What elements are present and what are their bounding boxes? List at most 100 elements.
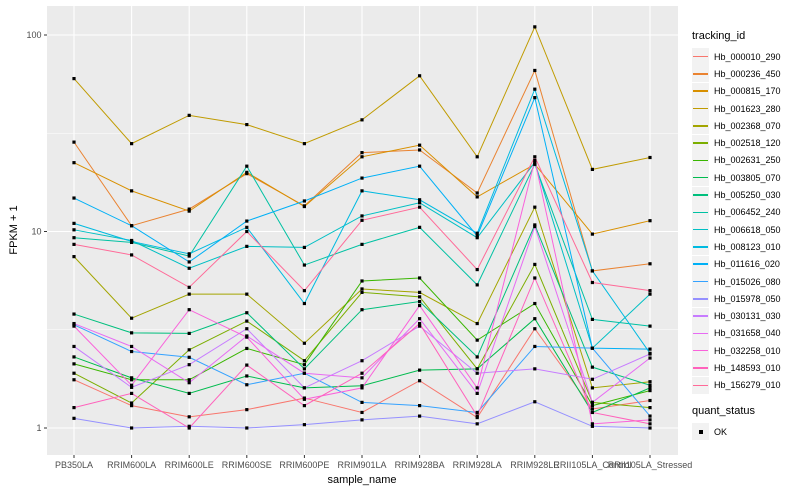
- line-swatch-icon: [692, 221, 709, 239]
- line-swatch-icon: [692, 376, 709, 394]
- data-point: [418, 303, 422, 308]
- axis-ticks: [44, 34, 651, 458]
- data-point: [245, 319, 249, 323]
- data-point: [245, 335, 249, 339]
- data-point: [245, 363, 249, 367]
- data-point: [475, 155, 479, 159]
- data-point: [418, 414, 422, 418]
- data-point: [72, 371, 76, 375]
- legend-panel: tracking_id Hb_000010_290 Hb_000236_450 Hb…: [692, 30, 798, 441]
- legend-item-Hb_015026_080: Hb_015026_080: [692, 273, 798, 290]
- data-points: [72, 25, 652, 430]
- legend-item-Hb_002518_120: Hb_002518_120: [692, 134, 798, 152]
- data-point: [302, 199, 306, 203]
- data-point: [648, 398, 652, 403]
- data-point: [475, 338, 479, 342]
- data-point: [533, 317, 537, 321]
- legend-label: Hb_030131_030: [714, 311, 781, 322]
- data-point: [590, 317, 594, 322]
- data-point: [533, 162, 537, 166]
- data-point: [648, 155, 652, 160]
- data-point: [187, 415, 191, 419]
- line-swatch-icon: [692, 186, 709, 204]
- data-point: [475, 283, 479, 287]
- data-point: [187, 285, 191, 289]
- line-swatch-icon: [692, 117, 709, 135]
- data-point: [590, 346, 594, 350]
- legend-item-Hb_000236_450: Hb_000236_450: [692, 65, 798, 83]
- data-point: [590, 407, 594, 411]
- x-tick-label: RRII105LA_Stressed: [608, 460, 693, 470]
- legend-label: Hb_031658_040: [714, 328, 781, 339]
- data-point: [245, 327, 249, 331]
- y-axis-title: FPKM + 1: [8, 205, 20, 255]
- data-point: [418, 317, 422, 321]
- data-point: [590, 269, 594, 273]
- data-point: [648, 289, 652, 293]
- data-point: [533, 344, 537, 349]
- data-point: [72, 416, 76, 420]
- data-point: [245, 311, 249, 315]
- data-point: [360, 118, 364, 122]
- legend-item-Hb_156279_010: Hb_156279_010: [692, 376, 798, 394]
- data-point: [130, 344, 134, 349]
- data-point: [187, 266, 191, 270]
- legend-item-Hb_005250_030: Hb_005250_030: [692, 186, 798, 204]
- data-point: [130, 331, 134, 335]
- data-point: [302, 371, 306, 375]
- data-point: [590, 386, 594, 390]
- data-point: [245, 426, 249, 430]
- data-point: [533, 25, 537, 29]
- x-tick-label: RRIM600LA: [107, 460, 156, 470]
- data-point: [187, 292, 191, 296]
- x-tick-label: RRIM600LE: [165, 460, 214, 470]
- data-point: [648, 219, 652, 223]
- y-tick-label: 10: [31, 227, 41, 237]
- data-point: [72, 161, 76, 165]
- data-point: [475, 355, 479, 359]
- data-point: [187, 254, 191, 258]
- data-point: [648, 262, 652, 266]
- data-point: [533, 160, 537, 164]
- data-point: [590, 422, 594, 426]
- data-point: [475, 321, 479, 326]
- line-swatch-icon: [692, 151, 709, 169]
- gridlines-major: [47, 6, 678, 455]
- data-point: [418, 205, 422, 209]
- data-point: [130, 401, 134, 405]
- tracking-id-legend-items: Hb_000010_290 Hb_000236_450 Hb_000815_170 H…: [692, 48, 798, 394]
- data-point: [130, 189, 134, 193]
- data-point: [245, 225, 249, 229]
- legend-label: Hb_002518_120: [714, 138, 781, 149]
- legend-item-Hb_011616_020: Hb_011616_020: [692, 255, 798, 273]
- x-tick-label: RRIM600SE: [222, 460, 272, 470]
- data-point: [72, 242, 76, 246]
- data-point: [533, 367, 537, 371]
- legend-label: Hb_001623_280: [714, 103, 781, 114]
- data-point: [130, 142, 134, 146]
- data-point: [187, 113, 191, 117]
- legend-label: Hb_003805_070: [714, 172, 781, 183]
- data-point: [187, 348, 191, 352]
- data-point: [590, 400, 594, 404]
- data-point: [648, 414, 652, 418]
- data-point: [72, 312, 76, 316]
- legend-label: Hb_011616_020: [714, 259, 780, 270]
- line-swatch-icon: [692, 290, 709, 308]
- data-point: [302, 363, 306, 367]
- data-point: [302, 204, 306, 209]
- data-point: [360, 308, 364, 312]
- data-point: [130, 253, 134, 257]
- data-point: [245, 346, 249, 351]
- data-point: [360, 386, 364, 390]
- data-point: [72, 228, 76, 232]
- data-point: [648, 324, 652, 328]
- data-point: [302, 397, 306, 401]
- data-point: [533, 327, 537, 331]
- data-point: [72, 406, 76, 410]
- legend-item-Hb_001623_280: Hb_001623_280: [692, 100, 798, 118]
- data-point: [245, 383, 249, 387]
- data-point: [590, 377, 594, 381]
- data-point: [245, 219, 249, 223]
- data-point: [130, 383, 134, 387]
